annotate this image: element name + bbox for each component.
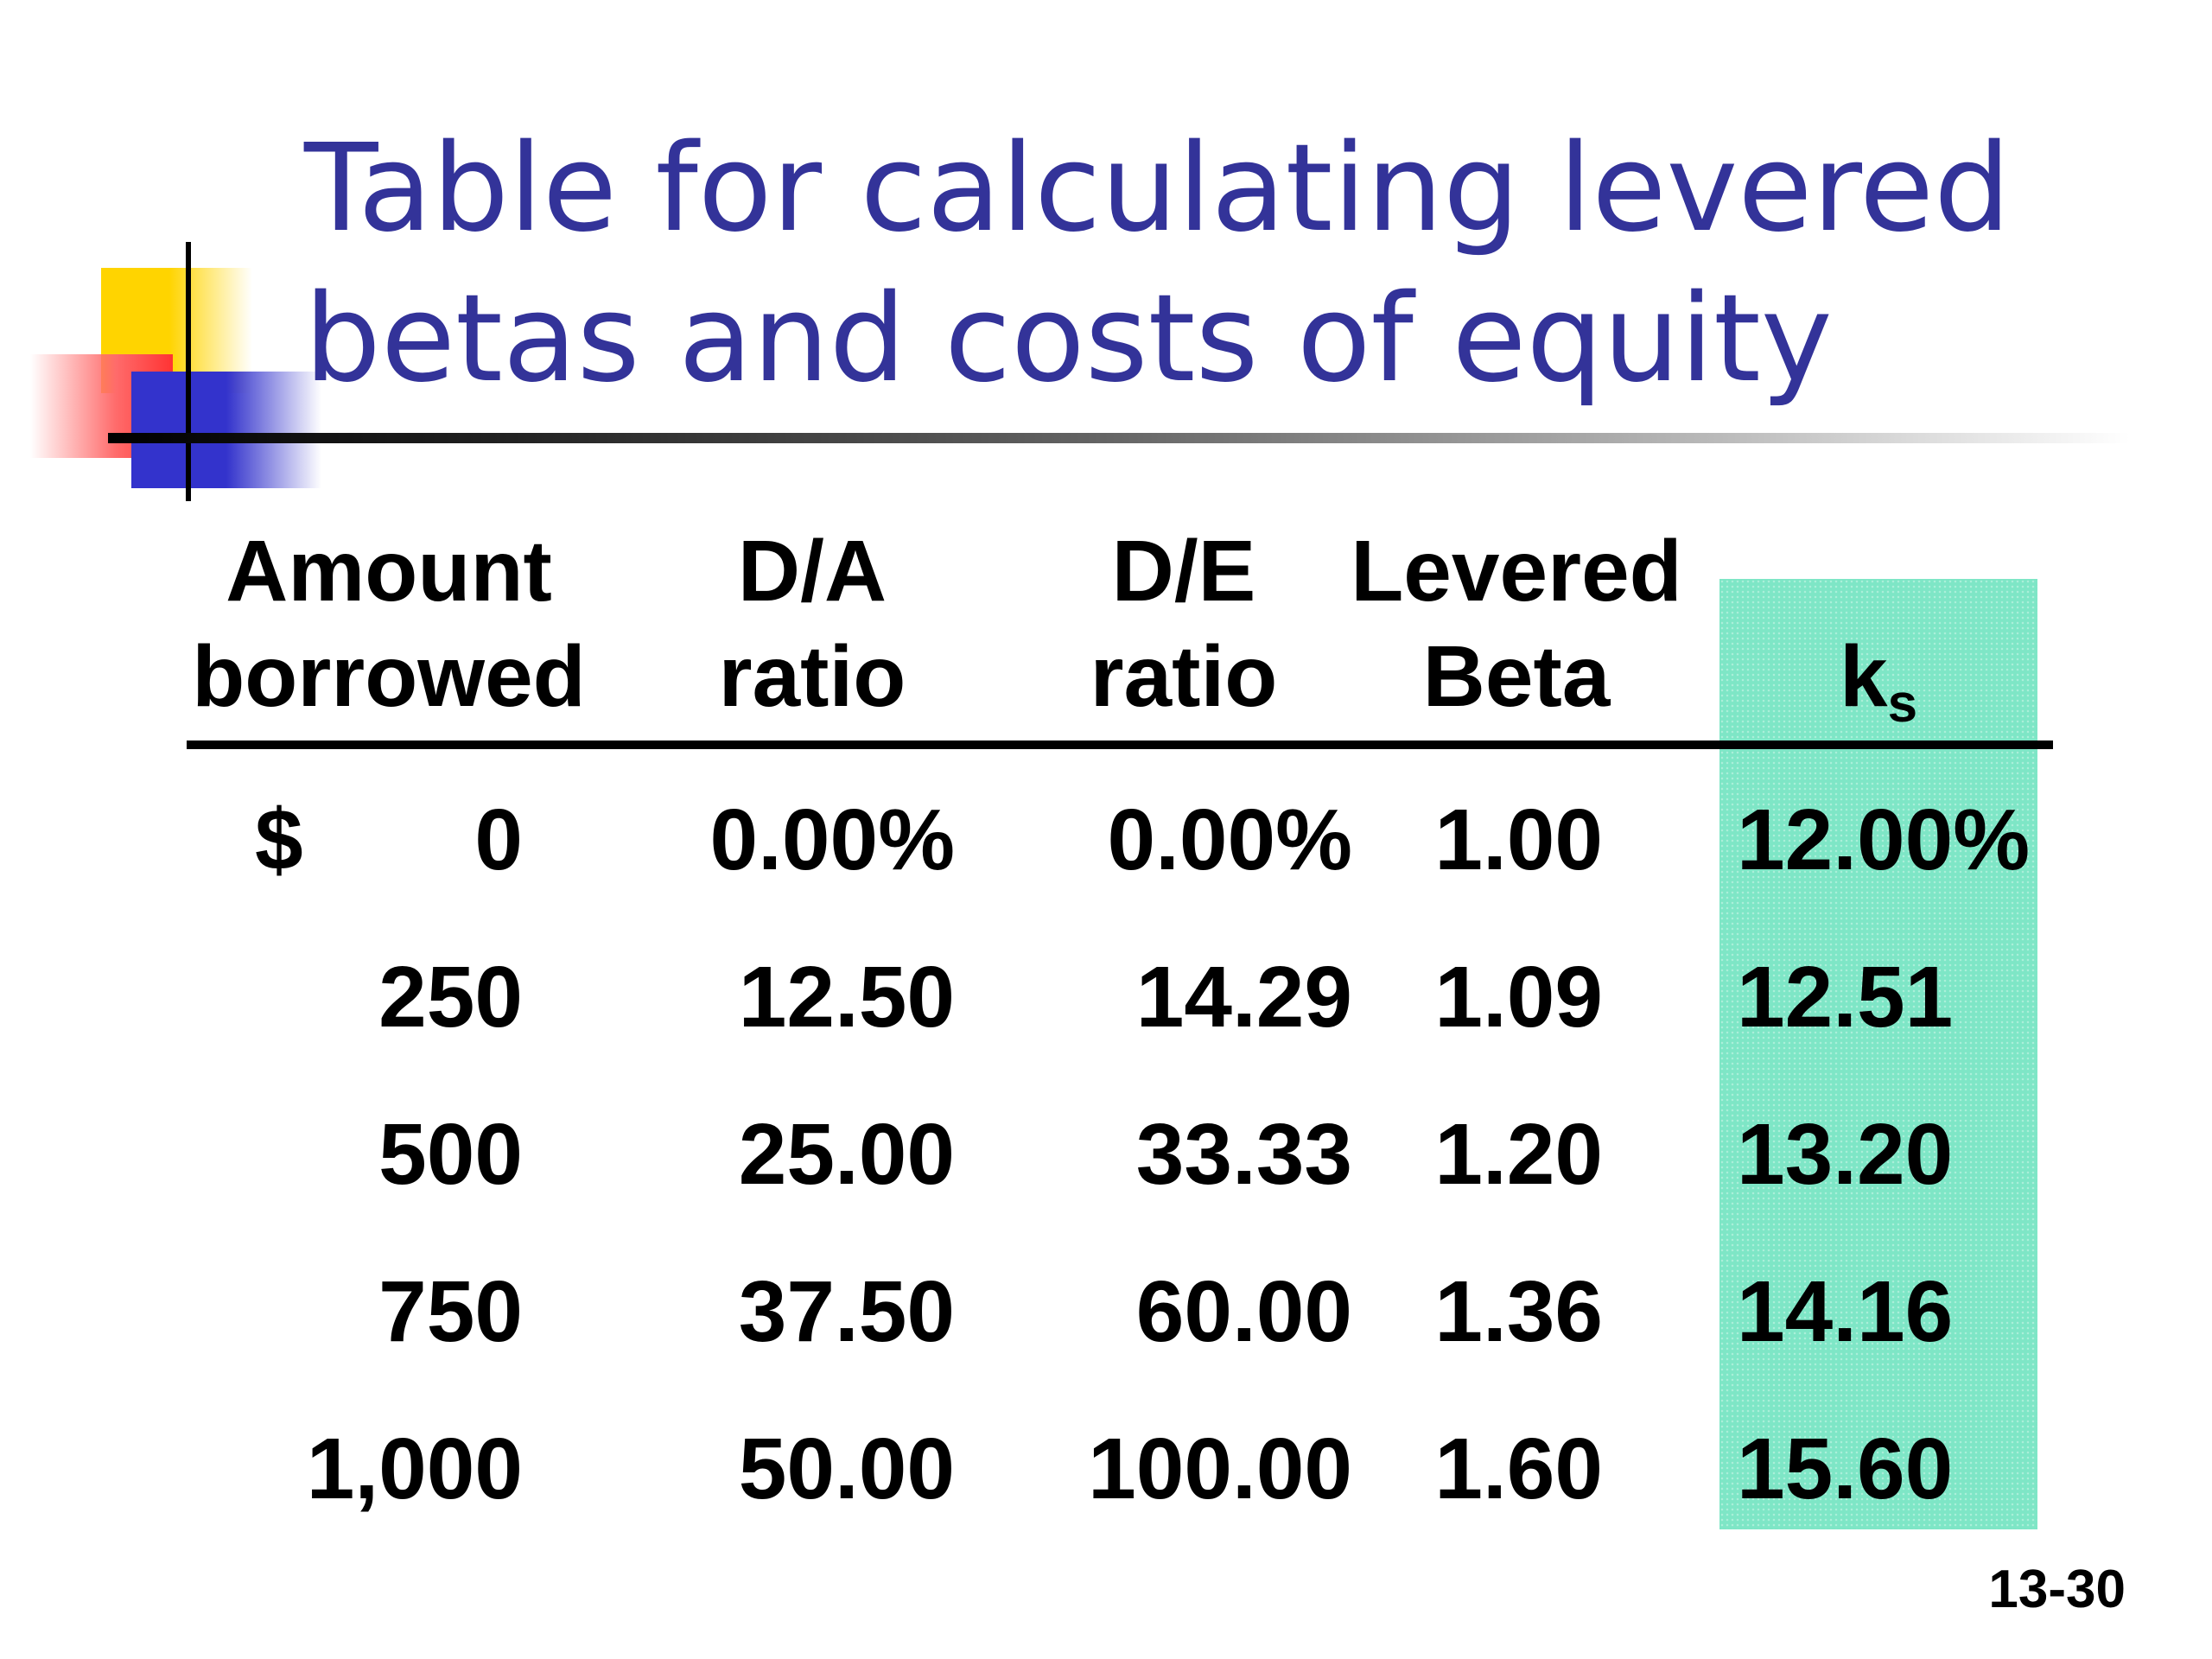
cell-de: 100.00 [1088, 1421, 1352, 1517]
header-ks-subscript: s [1887, 674, 1918, 734]
title-line-1: Table for calculating levered [304, 118, 2011, 259]
table-row: 750 37.50 60.00 1.36 14.16 [0, 1260, 2212, 1363]
title-underline-decoration [108, 433, 2130, 443]
cell-ks: 15.60 [1737, 1421, 1954, 1517]
cell-amount: 500 [378, 1106, 523, 1203]
header-de-line-1: D/E [1111, 523, 1256, 620]
header-amount-line-2: borrowed [192, 628, 586, 725]
table-row: 500 25.00 33.33 1.20 13.20 [0, 1103, 2212, 1206]
cell-da: 0.00% [709, 791, 955, 888]
cell-beta: 1.09 [1434, 949, 1603, 1046]
cell-da: 50.00 [738, 1421, 955, 1517]
header-da-line-2: ratio [718, 628, 906, 725]
cell-da: 12.50 [738, 949, 955, 1046]
ks-column-highlight [1719, 579, 2037, 1529]
currency-symbol: $ [255, 791, 303, 888]
header-rule [187, 741, 2053, 749]
slide-number: 13-30 [1988, 1560, 2126, 1619]
cell-amount: 1,000 [306, 1421, 523, 1517]
cell-ks: 14.16 [1737, 1263, 1954, 1360]
cell-amount: 750 [378, 1263, 523, 1360]
cell-da: 37.50 [738, 1263, 955, 1360]
header-amount-borrowed: Amount borrowed [181, 518, 596, 729]
vertical-rule-decoration [186, 242, 191, 501]
header-amount-line-1: Amount [226, 523, 552, 620]
cell-ks: 12.51 [1737, 949, 1954, 1046]
header-da-ratio: D/A ratio [674, 518, 950, 729]
table-row: 1,000 50.00 100.00 1.60 15.60 [0, 1417, 2212, 1521]
cell-beta: 1.36 [1434, 1263, 1603, 1360]
blue-square-decoration [131, 372, 321, 488]
header-de-line-2: ratio [1090, 628, 1278, 725]
cell-amount: 250 [378, 949, 523, 1046]
header-beta-line-1: Levered [1351, 523, 1682, 620]
table-row: $ 0 0.00% 0.00% 1.00 12.00% [0, 788, 2212, 892]
slide-title: Table for calculating levered betas and … [304, 114, 2032, 415]
cell-ks: 13.20 [1737, 1106, 1954, 1203]
header-de-ratio: D/E ratio [1054, 518, 1313, 729]
header-beta-line-2: Beta [1422, 628, 1611, 725]
cell-da: 25.00 [738, 1106, 955, 1203]
header-ks-base: k [1839, 628, 1888, 725]
header-ks: ks [1719, 624, 2037, 757]
cell-de: 33.33 [1135, 1106, 1352, 1203]
cell-beta: 1.00 [1434, 791, 1603, 888]
cell-beta: 1.60 [1434, 1421, 1603, 1517]
cell-beta: 1.20 [1434, 1106, 1603, 1203]
title-line-2: betas and costs of equity [304, 269, 1833, 410]
cell-ks: 12.00% [1737, 791, 2031, 888]
cell-de: 14.29 [1135, 949, 1352, 1046]
cell-de: 0.00% [1107, 791, 1352, 888]
table-row: 250 12.50 14.29 1.09 12.51 [0, 945, 2212, 1049]
header-da-line-1: D/A [737, 523, 887, 620]
header-levered-beta: Levered Beta [1335, 518, 1698, 729]
cell-de: 60.00 [1135, 1263, 1352, 1360]
cell-amount: 0 [474, 791, 523, 888]
